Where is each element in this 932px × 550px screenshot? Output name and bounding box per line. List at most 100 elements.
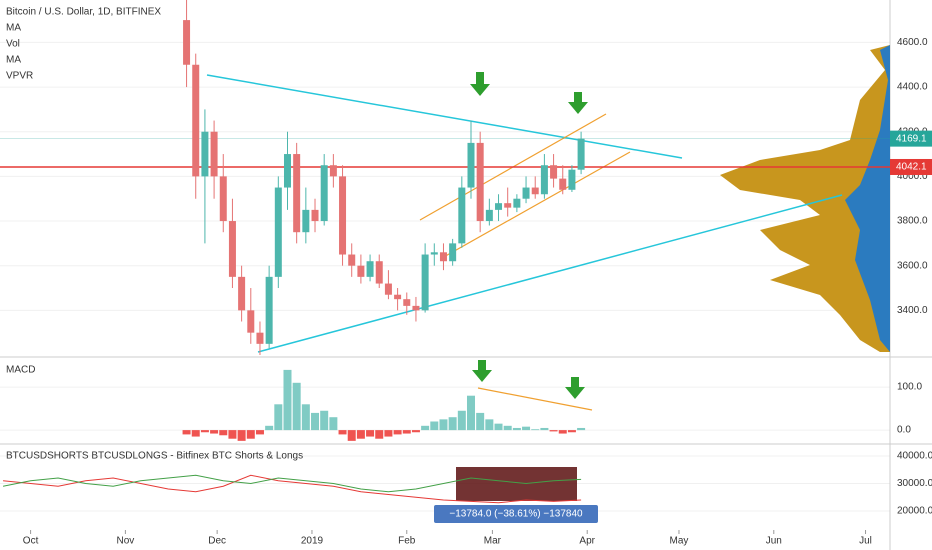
- candle-body: [550, 165, 558, 179]
- channel-line: [441, 151, 631, 259]
- arrow: [470, 72, 490, 96]
- candle-body: [348, 254, 356, 266]
- y-tick-label: 4000.0: [897, 171, 928, 182]
- pane-title: MACD: [6, 365, 35, 376]
- histogram-bar: [411, 430, 420, 433]
- x-tick-label: 2019: [301, 536, 324, 547]
- candle-body: [329, 165, 337, 177]
- histogram-bar: [182, 430, 191, 435]
- histogram-bar: [494, 423, 503, 431]
- readout: −13784.0 (−38.61%) −137840: [449, 509, 583, 520]
- histogram-bar: [558, 430, 567, 434]
- x-tick-label: Jul: [859, 536, 872, 547]
- y-tick-label: 0.0: [897, 425, 911, 436]
- histogram-bar: [375, 430, 384, 439]
- candle-body: [183, 20, 191, 65]
- y-tick-label: 30000.0: [897, 478, 932, 489]
- histogram-bar: [320, 410, 329, 431]
- price-tag-label: 4169.1: [896, 133, 927, 144]
- candle-body: [238, 276, 246, 311]
- vpvr-volume: [845, 45, 890, 352]
- histogram-bar: [255, 430, 264, 435]
- y-tick-label: 3600.0: [897, 260, 928, 271]
- histogram-bar: [347, 430, 356, 441]
- candle-body: [274, 187, 282, 277]
- x-tick-label: Jun: [766, 536, 782, 547]
- candle-body: [228, 221, 236, 277]
- x-tick-label: Feb: [398, 536, 416, 547]
- histogram-bar: [577, 427, 586, 431]
- histogram-bar: [402, 430, 411, 434]
- chart-title: Bitcoin / U.S. Dollar, 1D, BITFINEX: [6, 7, 161, 18]
- histogram-bar: [219, 430, 228, 436]
- histogram-bar: [237, 430, 246, 441]
- indicator-label: MA: [6, 55, 21, 66]
- histogram-bar: [301, 404, 310, 431]
- histogram-bar: [448, 417, 457, 431]
- histogram-bar: [246, 430, 255, 439]
- histogram-bar: [210, 430, 219, 434]
- candle-body: [568, 169, 576, 190]
- x-tick-label: Oct: [23, 536, 39, 547]
- histogram-bar: [356, 430, 365, 439]
- arrows: [470, 72, 588, 399]
- x-tick-label: Mar: [484, 536, 502, 547]
- histogram-bar: [311, 412, 320, 431]
- histogram-bar: [393, 430, 402, 435]
- candle-body: [394, 294, 402, 300]
- candle-body: [458, 187, 466, 244]
- indicator-label: VPVR: [6, 71, 33, 82]
- histogram-bar: [265, 425, 274, 431]
- candle-body: [577, 138, 585, 170]
- shaded-zone: [456, 467, 577, 501]
- histogram-bar: [384, 430, 393, 437]
- price-tag: [890, 130, 932, 147]
- histogram-bar: [512, 427, 521, 431]
- histogram-bar: [457, 410, 466, 431]
- candle-body: [559, 178, 567, 190]
- candle-body: [375, 261, 383, 284]
- indicator-label: Vol: [6, 39, 20, 50]
- series-line: [2, 474, 582, 493]
- histogram-bar: [549, 430, 558, 432]
- histogram-bar: [228, 430, 237, 439]
- x-tick-label: Nov: [116, 536, 134, 547]
- candle-body: [339, 176, 347, 255]
- candle-body: [540, 165, 548, 195]
- candle-body: [449, 243, 457, 262]
- candle-body: [247, 310, 255, 333]
- candle-body: [293, 154, 301, 233]
- histogram-bar: [466, 395, 475, 431]
- y-tick-label: 40000.0: [897, 451, 932, 462]
- histogram-bar: [292, 382, 301, 431]
- candle-body: [311, 209, 319, 222]
- x-tick-label: Dec: [208, 536, 226, 547]
- arrow: [565, 377, 585, 399]
- histogram-bar: [476, 412, 485, 431]
- pane-title: BTCUSDSHORTS BTCUSDLONGS - Bitfinex BTC …: [6, 451, 303, 462]
- histogram-bar: [329, 417, 338, 431]
- histogram-bar: [540, 427, 549, 431]
- candle-body: [495, 203, 503, 210]
- candle-body: [467, 142, 475, 188]
- arrow: [568, 92, 588, 114]
- candle-body: [256, 332, 264, 344]
- readout-box: [434, 505, 598, 523]
- series-line: [3, 474, 582, 504]
- x-tick-label: Apr: [579, 536, 595, 547]
- y-tick-label: 3400.0: [897, 305, 928, 316]
- histogram-bar: [430, 421, 439, 431]
- candle-body: [357, 265, 365, 277]
- histogram-bar: [522, 426, 531, 431]
- candle-body: [366, 261, 374, 277]
- candle-body: [320, 165, 328, 222]
- candle-body: [283, 154, 291, 188]
- candle-body: [192, 64, 200, 177]
- candle-body: [384, 283, 392, 295]
- candle-body: [302, 209, 310, 233]
- histogram-bar: [191, 430, 200, 437]
- candle-body: [403, 299, 411, 306]
- y-tick-label: 100.0: [897, 382, 922, 393]
